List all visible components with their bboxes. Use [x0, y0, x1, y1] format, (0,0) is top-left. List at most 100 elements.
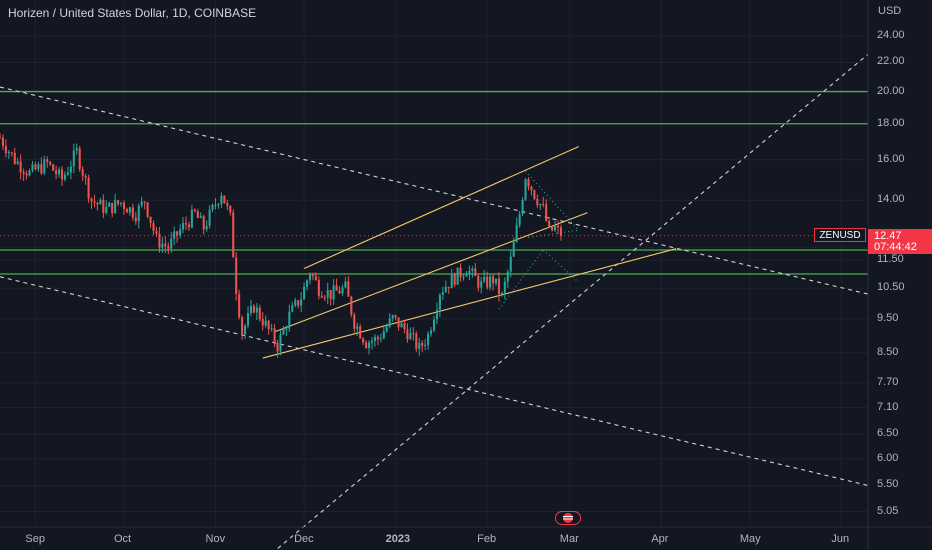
flag-icon[interactable]: [555, 511, 581, 525]
candle-body: [161, 243, 164, 248]
candle-body: [246, 313, 250, 326]
candle-body: [270, 328, 273, 330]
candle-body: [314, 275, 317, 281]
candle-body: [114, 200, 117, 214]
candle-body: [518, 214, 521, 225]
candle-body: [300, 299, 303, 306]
candle-body: [282, 328, 285, 335]
candle-body: [435, 309, 438, 320]
candle-body: [486, 276, 489, 288]
candle-body: [241, 317, 244, 335]
candle-body: [388, 318, 391, 327]
candle-body: [397, 317, 400, 328]
price-tick-label: 16.00: [877, 152, 905, 165]
candle-body: [146, 202, 149, 217]
candle-body: [249, 305, 252, 314]
candle-body: [7, 152, 10, 154]
candle-body: [193, 209, 196, 212]
candle-body: [49, 161, 52, 165]
candle-body: [131, 207, 134, 218]
grid: [0, 0, 868, 527]
candle-body: [512, 242, 515, 257]
time-tick-label: Apr: [651, 533, 669, 545]
candle-body: [87, 177, 90, 199]
candle-body: [559, 227, 562, 236]
candle-body: [0, 137, 2, 139]
candle-body: [182, 223, 185, 230]
candle-body: [60, 169, 64, 180]
candle-body: [137, 205, 140, 222]
countdown-tag: 07:44:42: [868, 240, 932, 254]
candle-body: [226, 203, 229, 206]
candle-body: [468, 270, 471, 275]
candle-body: [385, 326, 388, 332]
candle-body: [539, 203, 542, 206]
candle-body: [441, 292, 444, 295]
time-tick-label: Jun: [831, 533, 850, 545]
candle-body: [37, 164, 40, 170]
candle-body: [320, 295, 323, 298]
trendlines: [0, 53, 869, 550]
candle-body: [66, 172, 69, 175]
candle-body: [551, 226, 554, 231]
candle-body: [111, 202, 114, 214]
candle-body: [459, 267, 462, 278]
candle-body: [338, 290, 341, 294]
price-tick-label: 9.50: [877, 311, 899, 324]
candle-body: [25, 173, 28, 176]
candle-body: [462, 276, 465, 278]
candle-body: [264, 320, 267, 326]
candle-body: [447, 286, 450, 289]
candle-body: [536, 198, 539, 206]
candle-body: [190, 209, 193, 228]
candle-body: [285, 328, 288, 330]
price-tick-label: 5.50: [877, 478, 899, 491]
candle-body: [438, 294, 441, 310]
candle-body: [509, 256, 512, 272]
candle-body: [306, 280, 309, 287]
candle-body: [235, 257, 238, 294]
candle-body: [158, 233, 161, 248]
candle-body: [267, 320, 270, 329]
candle-body: [205, 225, 208, 230]
candle-body: [93, 201, 96, 203]
candle-body: [406, 329, 409, 340]
candle-body: [255, 307, 258, 313]
candle-body: [376, 336, 379, 340]
candle-body: [350, 296, 353, 315]
time-tick-label: Nov: [205, 533, 226, 545]
candle-body: [52, 164, 55, 171]
ascending-trendline: [275, 53, 869, 550]
candle-body: [427, 333, 430, 345]
candle-body: [394, 315, 397, 318]
price-tick-label: 20.00: [877, 84, 905, 97]
price-tick-label: 7.70: [877, 375, 899, 388]
candle-body: [167, 246, 170, 249]
candle-body: [412, 333, 415, 335]
candle-body: [202, 216, 205, 230]
candle-body: [149, 216, 152, 224]
candle-body: [4, 145, 7, 153]
candle-body: [444, 286, 447, 293]
candle-body: [326, 289, 329, 298]
candle-body: [28, 170, 31, 176]
candle-body: [22, 172, 25, 174]
price-tick-label: 24.00: [877, 28, 905, 41]
candle-body: [1, 137, 4, 146]
candle-body: [297, 300, 300, 306]
candle-body: [120, 202, 123, 205]
candle-body: [317, 280, 320, 296]
candle-body: [69, 166, 72, 173]
candle-body: [430, 330, 433, 334]
candle-body: [223, 195, 226, 204]
candle-body: [72, 150, 75, 167]
candle-body: [506, 271, 509, 282]
candle-body: [542, 203, 545, 205]
candle-body: [373, 336, 376, 341]
candle-body: [164, 243, 167, 247]
candle-body: [492, 276, 495, 284]
price-tick-label: 11.50: [877, 253, 904, 266]
pattern-line: [528, 229, 579, 238]
candle-body: [432, 319, 436, 331]
